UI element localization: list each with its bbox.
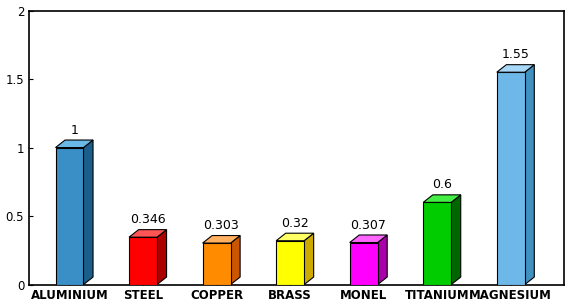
Polygon shape [202, 236, 240, 243]
Text: 0.303: 0.303 [203, 219, 239, 232]
Text: 1: 1 [70, 124, 78, 137]
Polygon shape [349, 235, 387, 242]
Polygon shape [55, 140, 93, 148]
Polygon shape [525, 65, 534, 285]
Polygon shape [424, 195, 461, 202]
Text: 0.6: 0.6 [432, 178, 452, 191]
Polygon shape [451, 195, 461, 285]
Polygon shape [202, 243, 230, 285]
Polygon shape [83, 140, 93, 285]
Polygon shape [497, 65, 534, 72]
Polygon shape [276, 241, 304, 285]
Polygon shape [304, 233, 314, 285]
Text: 1.55: 1.55 [502, 48, 530, 61]
Polygon shape [378, 235, 387, 285]
Polygon shape [157, 230, 166, 285]
Polygon shape [230, 236, 240, 285]
Polygon shape [129, 230, 166, 237]
Polygon shape [129, 237, 157, 285]
Polygon shape [424, 202, 451, 285]
Text: 0.346: 0.346 [130, 213, 166, 226]
Polygon shape [55, 148, 83, 285]
Polygon shape [276, 233, 314, 241]
Polygon shape [349, 242, 378, 285]
Text: 0.307: 0.307 [351, 219, 386, 232]
Text: 0.32: 0.32 [281, 217, 309, 230]
Polygon shape [497, 72, 525, 285]
